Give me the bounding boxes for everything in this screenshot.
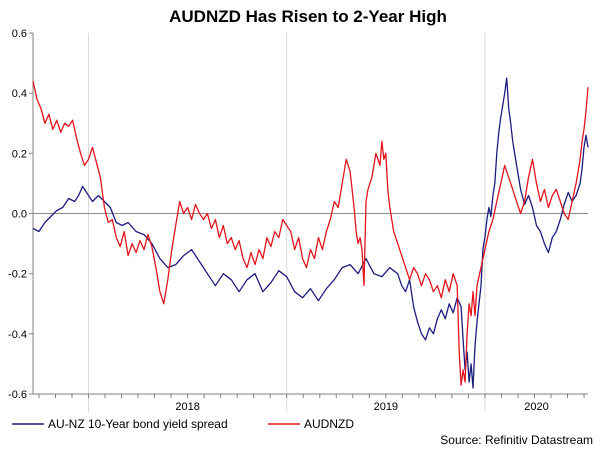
y-tick-label: 0.6 xyxy=(12,28,27,40)
y-tick-label: 0.0 xyxy=(12,209,27,221)
y-tick-label: 0.4 xyxy=(12,88,27,100)
y-axis: 0.6 0.4 0.2 0.0 -0.2 -0.4 -0.6 xyxy=(8,28,33,401)
series-layer xyxy=(32,77,589,389)
chart-title: AUDNZD Has Risen to 2-Year High xyxy=(169,7,447,26)
series-line-audnzd xyxy=(32,80,589,386)
legend-label-spread: AU-NZ 10-Year bond yield spread xyxy=(48,417,228,431)
series-line-spread xyxy=(32,77,589,389)
x-tick-label-2018: 2018 xyxy=(175,401,199,413)
y-tick-label: -0.2 xyxy=(8,269,27,281)
y-tick-label: 0.2 xyxy=(12,148,27,160)
x-tick-label-2020: 2020 xyxy=(524,401,548,413)
source-note: Source: Refinitiv Datastream xyxy=(440,433,593,447)
x-tick-label-2019: 2019 xyxy=(374,401,398,413)
legend: AU-NZ 10-Year bond yield spread AUDNZD xyxy=(12,417,354,431)
y-tick-label: -0.6 xyxy=(8,389,27,401)
y-tick-label: -0.4 xyxy=(8,329,27,341)
legend-label-audnzd: AUDNZD xyxy=(304,417,354,431)
grid-layer xyxy=(33,33,588,412)
x-axis: 2018 2019 2020 xyxy=(38,394,585,413)
